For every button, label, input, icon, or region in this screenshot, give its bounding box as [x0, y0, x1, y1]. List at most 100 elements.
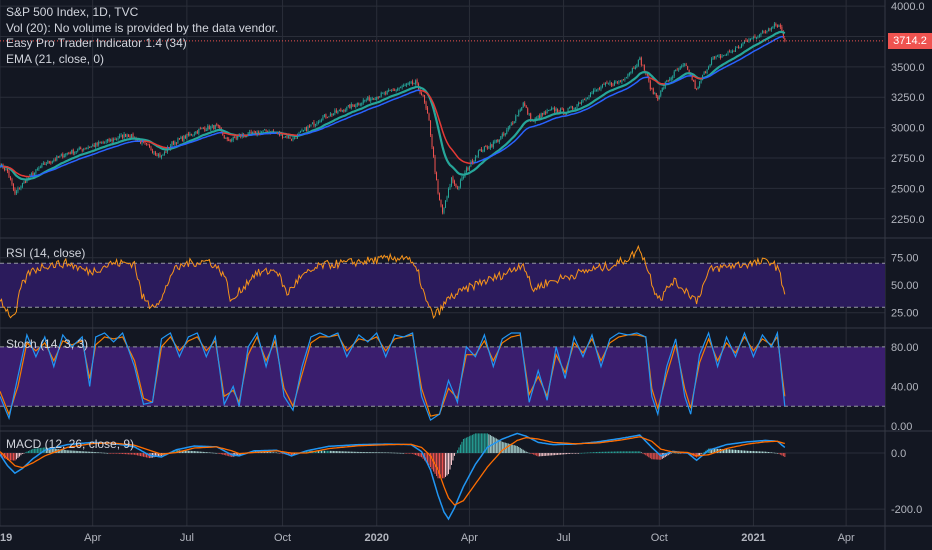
symbol-title[interactable]: S&P 500 Index, 1D, TVC	[6, 5, 139, 19]
candle-body	[59, 155, 61, 157]
pro-trader-indicator-line	[260, 132, 277, 136]
macd-histogram-bar	[32, 448, 34, 454]
candle-body	[498, 139, 500, 142]
macd-histogram-bar	[335, 451, 337, 454]
candle-body	[736, 46, 738, 48]
macd-histogram-bar	[20, 453, 22, 456]
candle-body	[30, 173, 32, 175]
candle-body	[642, 64, 644, 66]
rsi-label[interactable]: RSI (14, close)	[6, 246, 86, 260]
macd-histogram-bar	[220, 453, 222, 455]
candle-body	[214, 124, 216, 130]
macd-histogram-bar	[425, 453, 427, 463]
stoch-label[interactable]: Stoch (14, 3, 3)	[6, 337, 89, 351]
candle-body	[442, 205, 443, 213]
candle-body	[90, 146, 92, 147]
candle-body	[299, 131, 301, 133]
macd-histogram-bar	[71, 450, 73, 454]
macd-histogram-bar	[603, 451, 605, 454]
macd-histogram-bar	[350, 451, 352, 454]
macd-histogram-bar	[368, 452, 370, 454]
macd-histogram-bar	[522, 449, 524, 454]
macd-histogram-bar	[739, 450, 741, 454]
macd-histogram-bar	[72, 450, 74, 454]
candle-body	[323, 114, 325, 117]
candle-body	[682, 65, 684, 66]
candle-body	[510, 123, 512, 125]
candle-body	[319, 121, 321, 122]
ema-legend[interactable]: EMA (21, close, 0)	[6, 51, 105, 66]
candle-body	[461, 177, 463, 181]
y-tick-label: 3500.0	[891, 62, 925, 74]
macd-histogram-bar	[65, 450, 67, 454]
macd-histogram-bar	[192, 451, 194, 454]
candle-body	[386, 91, 388, 95]
macd-histogram-bar	[279, 453, 281, 454]
candle-body	[757, 36, 759, 38]
candle-body	[582, 99, 584, 102]
macd-histogram-bar	[576, 453, 578, 454]
macd-histogram-bar	[361, 451, 363, 454]
signal-line	[0, 436, 785, 506]
volume-legend[interactable]: Vol (20): No volume is provided by the d…	[6, 20, 279, 35]
candle-body	[264, 129, 266, 131]
y-tick-label: 75.00	[891, 253, 919, 265]
macd-histogram-bar	[498, 440, 500, 454]
candle-body	[341, 110, 343, 112]
pro-trader-indicator-line	[170, 131, 223, 149]
macd-histogram-bar	[652, 453, 654, 460]
macd-histogram-bar	[536, 453, 538, 456]
candle-body	[334, 110, 336, 114]
candle-body	[694, 81, 696, 89]
candle-body	[316, 123, 318, 125]
candle-body	[163, 152, 165, 155]
candle-body	[307, 126, 309, 131]
macd-histogram-bar	[292, 453, 294, 456]
candle-body	[253, 131, 255, 133]
macd-histogram-bar	[93, 452, 95, 454]
macd-histogram-bar	[542, 453, 544, 457]
candle-body	[151, 150, 153, 153]
candle-body	[660, 90, 662, 96]
candle-body	[33, 172, 35, 177]
candle-body	[282, 134, 284, 138]
macd-histogram-bar	[588, 452, 590, 454]
candle-body	[552, 107, 554, 109]
macd-histogram-bar	[389, 452, 391, 454]
macd-histogram-bar	[648, 453, 650, 458]
macd-histogram-bar	[54, 448, 56, 454]
candle-body	[573, 108, 575, 110]
candle-body	[9, 177, 11, 180]
macd-histogram-bar	[645, 453, 647, 456]
candle-body	[489, 144, 491, 149]
macd-histogram-bar	[282, 453, 284, 454]
candle-body	[237, 136, 239, 139]
macd-histogram-bar	[495, 438, 497, 454]
candle-body	[392, 89, 394, 91]
x-tick-label: 2021	[741, 532, 765, 544]
candle-body	[356, 103, 358, 106]
y-tick-label: 40.00	[891, 381, 919, 393]
candle-body	[579, 102, 581, 104]
candle-body	[32, 172, 34, 176]
macd-histogram-bar	[404, 453, 406, 454]
macd-histogram-bar	[631, 451, 633, 454]
candle-body	[440, 199, 442, 206]
macd-histogram-bar	[114, 453, 116, 454]
macd-histogram-bar	[573, 453, 575, 454]
macd-histogram-bar	[654, 453, 656, 460]
indicator-legend[interactable]: Easy Pro Trader Indicator 1.4 (34)	[6, 36, 187, 50]
candle-body	[69, 152, 71, 154]
macd-histogram-bar	[442, 453, 443, 479]
macd-histogram-bar	[730, 449, 732, 454]
candle-body	[743, 40, 745, 44]
macd-histogram-bar	[377, 452, 379, 454]
macd-label[interactable]: MACD (12, 26, close, 9)	[6, 437, 135, 451]
candle-body	[217, 124, 219, 127]
candle-body	[154, 152, 156, 155]
macd-histogram-bar	[530, 453, 532, 454]
macd-histogram-bar	[68, 450, 70, 454]
macd-histogram-bar	[394, 452, 396, 454]
macd-histogram-bar	[639, 451, 641, 454]
